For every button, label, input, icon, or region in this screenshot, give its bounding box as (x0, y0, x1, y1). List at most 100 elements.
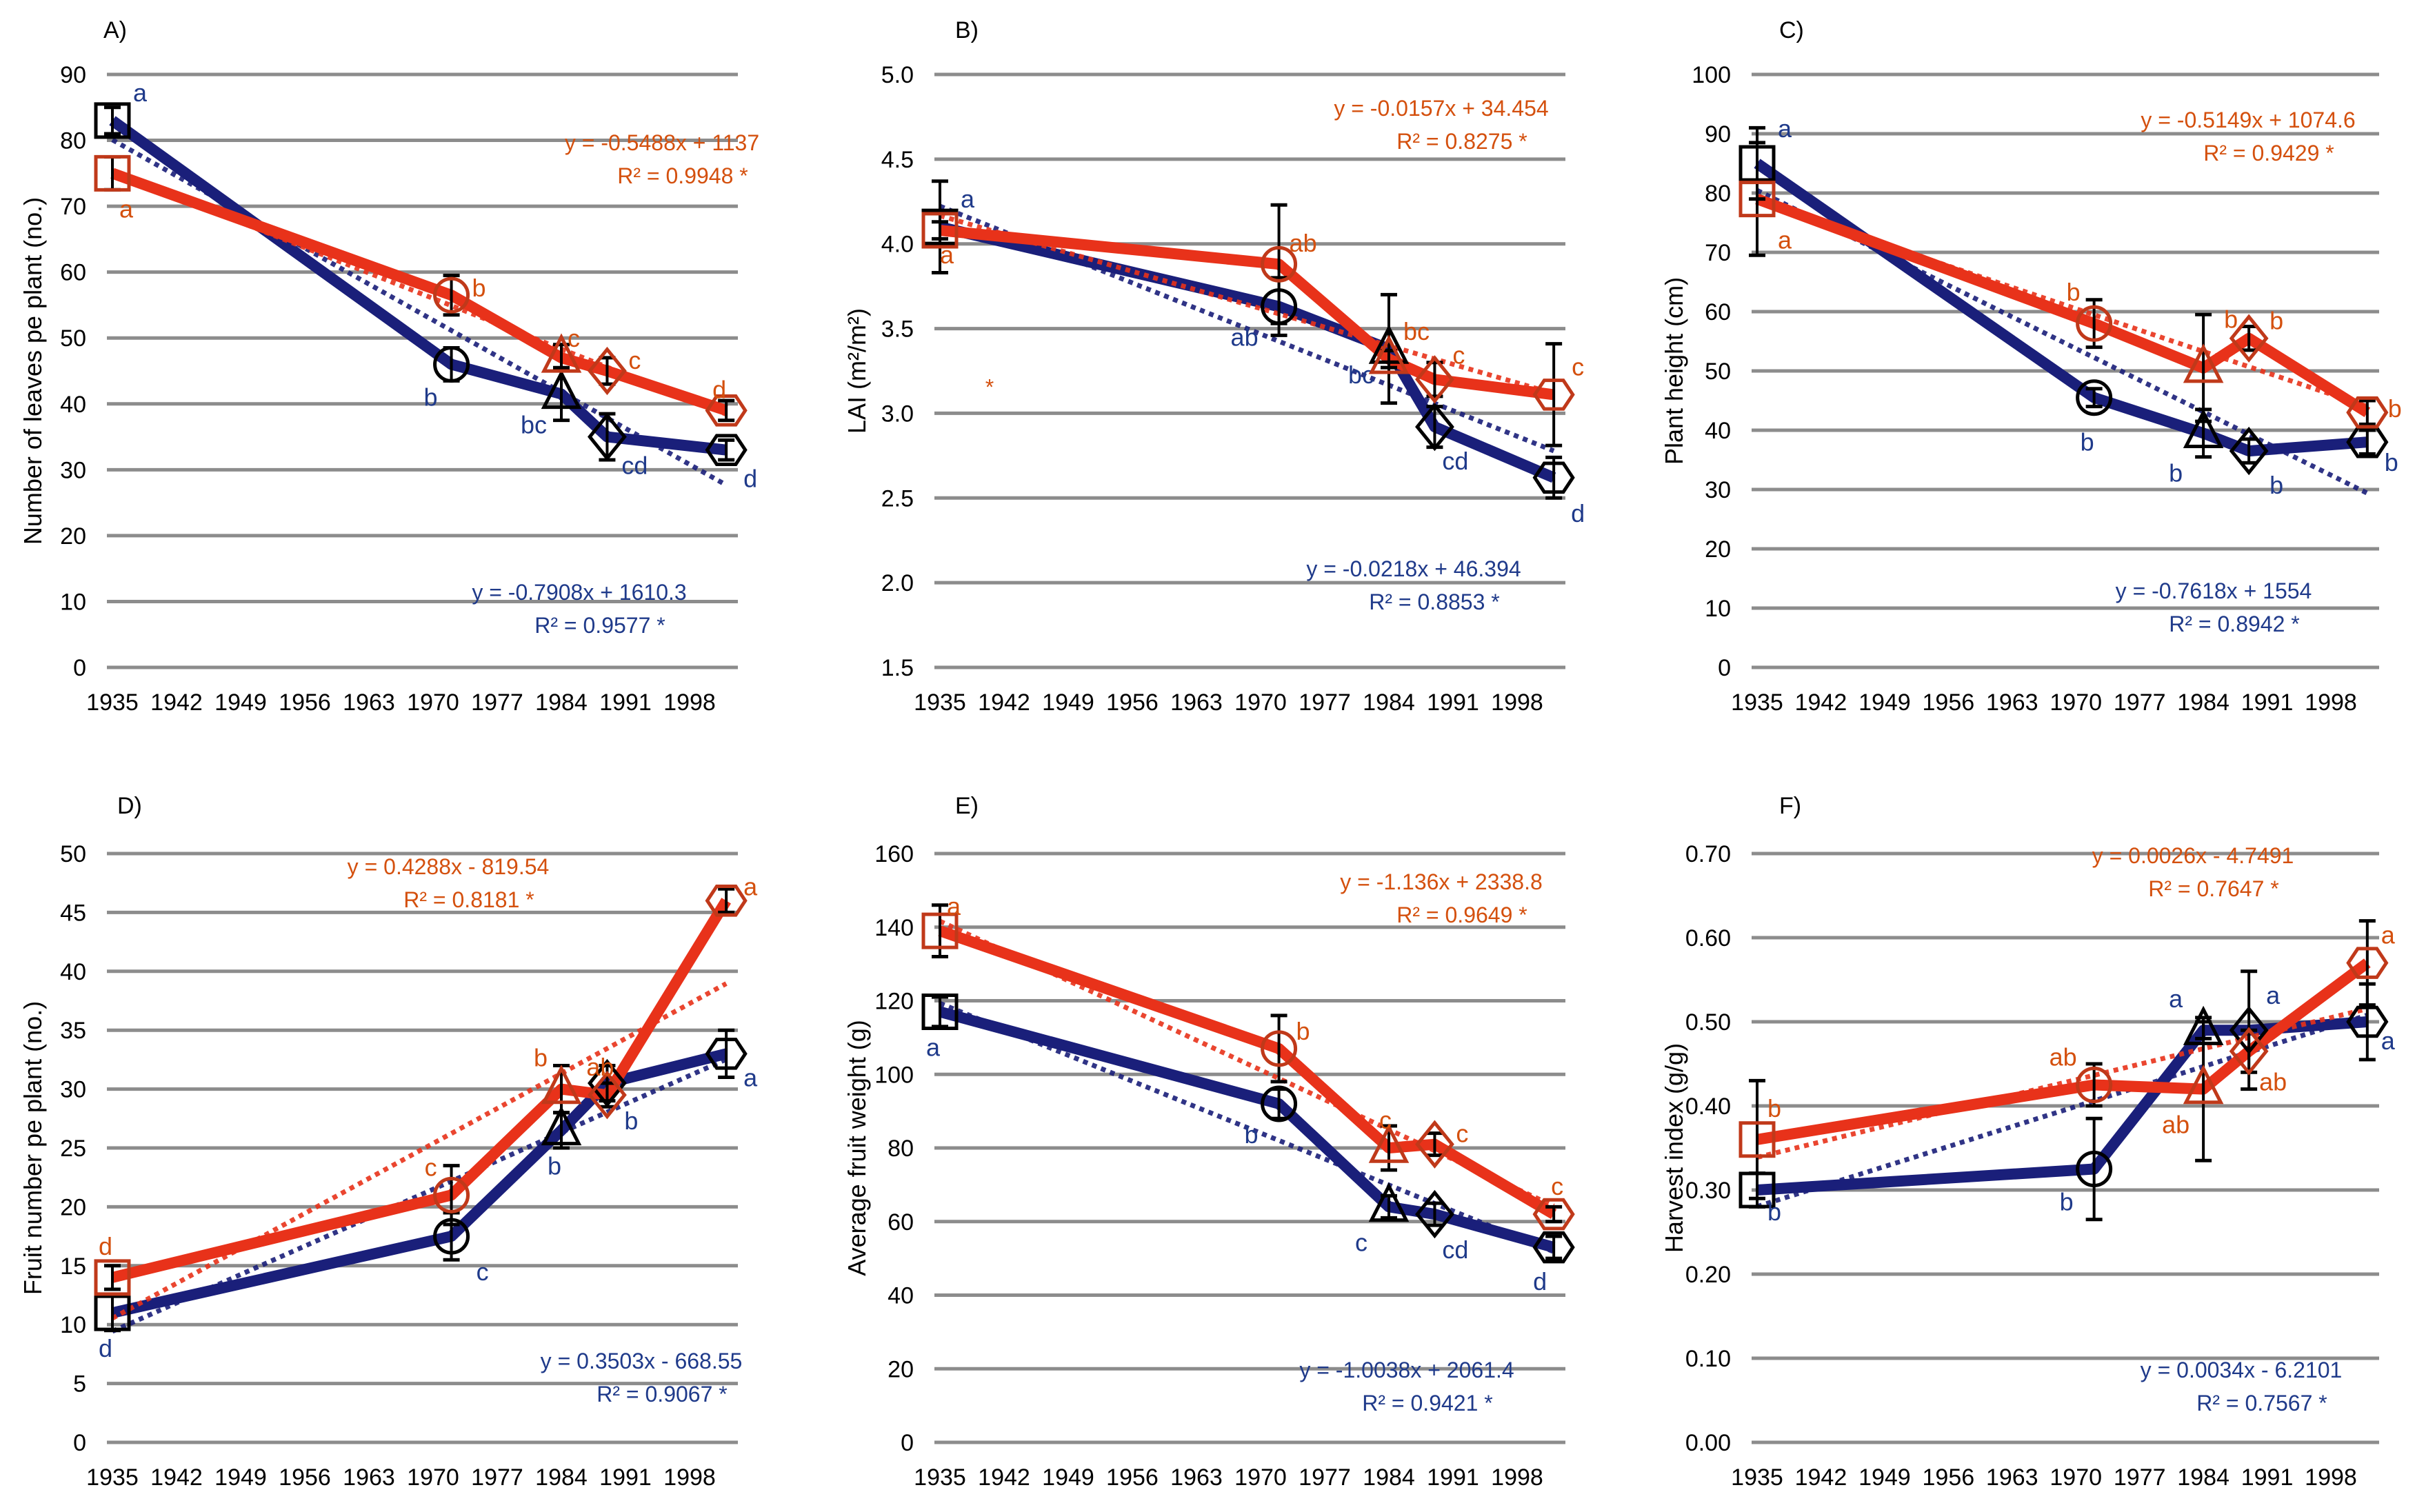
data-point-blue (1532, 1231, 1575, 1264)
significance-letter: b (1767, 1198, 1781, 1226)
significance-letter: a (119, 194, 134, 223)
data-point-red (1738, 1121, 1776, 1158)
y-tick-label: 5 (73, 1371, 86, 1398)
trendline-blue (1756, 1012, 2368, 1209)
significance-letter: c (1452, 341, 1465, 369)
x-tick-label: 1998 (663, 1464, 716, 1491)
x-tick-label: 1949 (214, 689, 267, 716)
x-tick-label: 1963 (1986, 689, 2038, 716)
series-line-red (939, 225, 1555, 401)
data-point-red (921, 912, 959, 949)
y-tick-label: 3.0 (881, 401, 914, 427)
y-axis-title: Average fruit weight (g) (843, 1020, 871, 1276)
data-point-red (1368, 334, 1410, 374)
significance-letter: b (2385, 448, 2398, 476)
panel-label: D) (117, 793, 142, 819)
x-tick-label: 1935 (1731, 689, 1783, 716)
data-point-blue (2076, 1151, 2113, 1187)
significance-letter: c (425, 1153, 437, 1181)
x-tick-label: 1977 (2114, 689, 2166, 716)
x-tick-label: 1942 (150, 1464, 203, 1491)
x-tick-label: 1963 (1170, 689, 1223, 716)
y-tick-label: 70 (1705, 240, 1731, 266)
chart-panel-d: D) 0 5 10 15 20 25 30 35 40 45 50 1935 1942 1949 1956 19… (19, 793, 758, 1491)
data-point-blue (1415, 402, 1454, 452)
data-point-blue (2229, 426, 2269, 476)
x-tick-label: 1949 (214, 1464, 267, 1491)
significance-letter: d (99, 1232, 112, 1260)
y-tick-label: 80 (60, 128, 86, 154)
data-point-red (705, 885, 748, 917)
y-tick-label: 140 (874, 915, 914, 941)
x-tick-label: 1949 (1042, 689, 1094, 716)
significance-letter: a (1778, 114, 1792, 143)
y-tick-label: 25 (60, 1136, 86, 1162)
significance-letter: b (2388, 394, 2402, 423)
significance-letter: ab (1290, 229, 1317, 257)
panel-label: B) (955, 17, 979, 43)
significance-letter: c (628, 346, 641, 374)
significance-letter: b (2269, 471, 2283, 499)
y-tick-label: 4.5 (881, 147, 914, 173)
data-point-red (588, 346, 627, 396)
significance-letter: cd (1442, 1236, 1468, 1264)
data-point-blue (705, 434, 748, 466)
data-point-red (1532, 1198, 1575, 1231)
y-tick-label: 60 (1705, 299, 1731, 325)
significance-letter: b (2081, 428, 2094, 456)
trendline-red (111, 981, 728, 1321)
x-tick-label: 1991 (599, 689, 652, 716)
data-point-red (433, 1176, 470, 1213)
y-tick-label: 15 (60, 1253, 86, 1280)
data-point-red (2076, 1067, 2113, 1103)
data-point-red (2346, 396, 2389, 429)
data-point-blue (1738, 145, 1776, 182)
significance-letter: bc (1348, 361, 1374, 389)
data-point-blue (921, 994, 959, 1031)
data-point-blue (1368, 1182, 1410, 1222)
y-tick-label: 45 (60, 900, 86, 926)
significance-letter: b (2224, 305, 2238, 334)
x-tick-label: 1970 (407, 1464, 459, 1491)
data-point-red (1415, 1120, 1454, 1169)
x-tick-label: 1970 (1234, 1464, 1287, 1491)
data-point-red (2183, 343, 2224, 383)
y-tick-label: 0.50 (1685, 1009, 1731, 1036)
significance-letter: d (99, 1334, 112, 1362)
y-tick-label: 60 (60, 260, 86, 286)
x-tick-label: 1956 (1106, 689, 1159, 716)
x-tick-label: 1998 (1491, 1464, 1543, 1491)
significance-letter: c (1551, 1172, 1563, 1200)
y-tick-label: 100 (1692, 62, 1731, 88)
y-tick-label: 2.0 (881, 570, 914, 596)
y-tick-label: 100 (874, 1062, 914, 1088)
x-tick-label: 1956 (279, 1464, 331, 1491)
significance-letter: b (2060, 1188, 2074, 1216)
significance-letter: a (1778, 226, 1792, 254)
y-tick-label: 60 (888, 1209, 914, 1236)
x-tick-label: 1984 (2177, 689, 2229, 716)
significance-letter: d (1571, 499, 1585, 527)
trend-equation-red: y = -0.5149x + 1074.6 (2141, 108, 2355, 132)
data-point-red (1261, 245, 1298, 283)
y-tick-label: 10 (60, 1312, 86, 1338)
y-tick-label: 120 (874, 989, 914, 1015)
y-tick-label: 0.70 (1685, 841, 1731, 867)
y-tick-label: 160 (874, 841, 914, 867)
significance-letter: b (548, 1151, 561, 1180)
series-line-blue (111, 1048, 728, 1318)
y-tick-label: 50 (60, 325, 86, 352)
panel-label: A) (103, 17, 127, 43)
data-point-blue (1532, 461, 1575, 494)
y-tick-label: 30 (1705, 477, 1731, 503)
x-tick-label: 1956 (1923, 1464, 1975, 1491)
y-tick-label: 0.10 (1685, 1346, 1731, 1372)
trend-equation-red: y = 0.0026x - 4.7491 (2092, 843, 2294, 868)
y-tick-label: 90 (1705, 121, 1731, 148)
y-tick-label: 20 (888, 1356, 914, 1382)
trend-r2-red: R² = 0.8275 * (1396, 129, 1527, 154)
x-tick-label: 1963 (1170, 1464, 1223, 1491)
x-tick-label: 1991 (599, 1464, 652, 1491)
y-tick-label: 5.0 (881, 62, 914, 88)
trend-r2-red: R² = 0.9649 * (1396, 903, 1527, 927)
